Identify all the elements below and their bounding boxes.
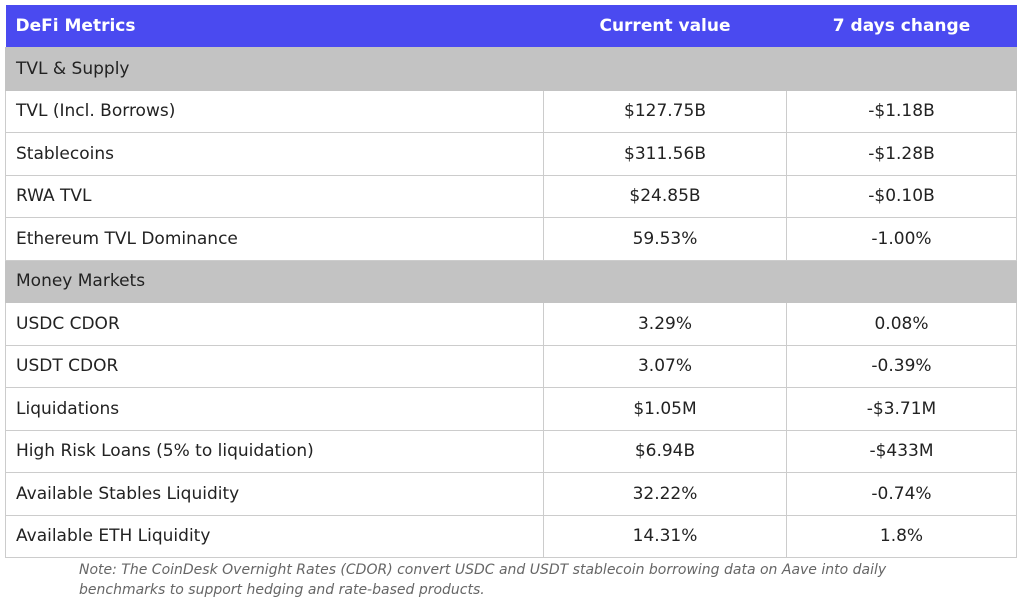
data-row: Available Stables Liquidity 32.22% -0.74%	[5, 472, 1017, 516]
value-cell: -$3.71M	[786, 387, 1017, 431]
data-row: Stablecoins $311.56B -$1.28B	[5, 132, 1017, 176]
value-cell: $6.94B	[543, 429, 787, 473]
value-cell: -$1.28B	[786, 132, 1017, 176]
data-row: USDC CDOR 3.29% 0.08%	[5, 302, 1017, 346]
data-row: Ethereum TVL Dominance 59.53% -1.00%	[5, 217, 1017, 261]
metric-cell: Ethereum TVL Dominance	[5, 217, 544, 261]
metric-cell: Stablecoins	[5, 132, 544, 176]
value-cell: $127.75B	[543, 89, 787, 133]
metrics: DeFi Metrics Current value 7 days change T…	[5, 5, 1017, 600]
metric-cell: Available ETH Liquidity	[5, 514, 544, 558]
metric-cell: High Risk Loans (5% to liquidation)	[5, 429, 544, 473]
data-row: RWA TVL $24.85B -$0.10B	[5, 174, 1017, 218]
data-row: Available ETH Liquidity 14.31% 1.8%	[5, 514, 1017, 558]
header-row: DeFi Metrics Current value 7 days change	[5, 5, 1017, 48]
value-cell: 3.29%	[543, 302, 787, 346]
header-cell: DeFi Metrics	[5, 5, 544, 48]
metric-cell: Available Stables Liquidity	[5, 472, 544, 516]
section-title: TVL & Supply	[5, 47, 1017, 91]
metrics-table: DeFi Metrics Current value 7 days change T…	[5, 5, 1017, 558]
value-cell: $311.56B	[543, 132, 787, 176]
header-cell: Current value	[543, 5, 787, 48]
value-cell: 0.08%	[786, 302, 1017, 346]
section-title: Money Markets	[5, 259, 1017, 303]
value-cell: $24.85B	[543, 174, 787, 218]
data-row: Liquidations $1.05M -$3.71M	[5, 387, 1017, 431]
value-cell: $1.05M	[543, 387, 787, 431]
data-row: TVL (Incl. Borrows) $127.75B -$1.18B	[5, 89, 1017, 133]
value-cell: 14.31%	[543, 514, 787, 558]
value-cell: 59.53%	[543, 217, 787, 261]
note: Note: The CoinDesk Overnight Rates (CDOR…	[79, 562, 887, 598]
value-cell: -$433M	[786, 429, 1017, 473]
data-row: USDT CDOR 3.07% -0.39%	[5, 344, 1017, 388]
value-cell: 32.22%	[543, 472, 787, 516]
value-cell: 3.07%	[543, 344, 787, 388]
metric-cell: RWA TVL	[5, 174, 544, 218]
value-cell: -$1.18B	[786, 89, 1017, 133]
metric-cell: TVL (Incl. Borrows)	[5, 89, 544, 133]
value-cell: -1.00%	[786, 217, 1017, 261]
data-row: High Risk Loans (5% to liquidation) $6.94…	[5, 429, 1017, 473]
section-row: TVL & Supply	[5, 47, 1017, 91]
metric-cell: USDT CDOR	[5, 344, 544, 388]
section-row: Money Markets	[5, 259, 1017, 303]
metric-cell: USDC CDOR	[5, 302, 544, 346]
metric-cell: Liquidations	[5, 387, 544, 431]
value-cell: -0.39%	[786, 344, 1017, 388]
header-cell: 7 days change	[786, 5, 1017, 48]
value-cell: -$0.10B	[786, 174, 1017, 218]
value-cell: -0.74%	[786, 472, 1017, 516]
value-cell: 1.8%	[786, 514, 1017, 558]
